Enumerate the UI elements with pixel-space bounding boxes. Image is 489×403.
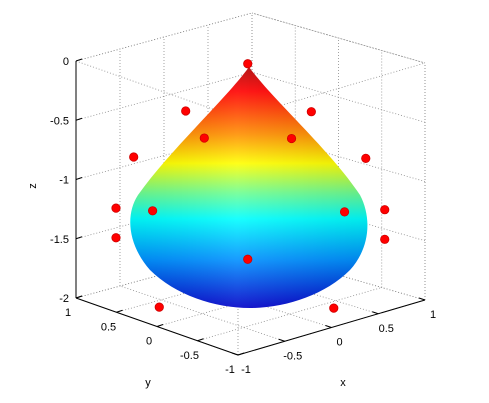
data-marker xyxy=(329,303,339,313)
z-tick-label: -2 xyxy=(59,293,69,305)
data-marker xyxy=(361,153,371,163)
data-marker xyxy=(380,205,390,215)
grid-line-floor-x xyxy=(119,285,285,342)
y-tick-label: -1 xyxy=(225,364,235,376)
y-tick-mark xyxy=(237,352,245,356)
grid-line-floor-y xyxy=(197,287,382,342)
y-axis-label: y xyxy=(145,377,151,389)
data-marker xyxy=(181,106,191,116)
z-tick-label: 0 xyxy=(63,56,69,68)
z-tick-mark xyxy=(75,117,83,121)
x-tick-label: 0.5 xyxy=(379,323,394,335)
data-marker xyxy=(111,233,121,243)
markers xyxy=(111,59,390,313)
data-marker xyxy=(111,203,121,213)
grid-line-box xyxy=(251,12,426,64)
axes-box xyxy=(75,58,426,356)
data-marker xyxy=(286,133,297,144)
z-tick-mark xyxy=(75,58,83,62)
y-tick-label: 0.5 xyxy=(101,321,116,333)
data-marker xyxy=(129,152,139,162)
data-marker xyxy=(199,133,209,143)
y-tick-mark xyxy=(197,338,204,342)
x-tick-mark xyxy=(325,325,332,328)
surface-shading xyxy=(130,67,368,308)
data-marker xyxy=(243,254,253,264)
x-axis-label: x xyxy=(340,377,346,389)
grid-line-back-z xyxy=(75,131,253,180)
x-tick-label: 0 xyxy=(336,337,342,349)
z-axis-label: z xyxy=(27,183,39,189)
grid-line-floor-y xyxy=(75,249,253,299)
data-marker xyxy=(380,234,390,244)
grid-line-floor-y xyxy=(116,262,296,313)
data-marker xyxy=(154,302,164,312)
grid-line-box xyxy=(75,12,253,62)
y-tick-label: 1 xyxy=(65,307,71,319)
y-tick-mark xyxy=(116,309,123,313)
data-marker xyxy=(339,207,350,217)
x-tick-mark xyxy=(231,352,239,356)
x-tick-mark xyxy=(418,297,426,301)
data-marker xyxy=(306,107,316,117)
grid-line-side-z xyxy=(251,71,426,123)
x-tick-mark xyxy=(372,311,379,315)
z-tick-label: -1.5 xyxy=(50,234,69,246)
grid-line-back-z xyxy=(75,71,253,121)
data-marker xyxy=(243,59,253,69)
tick-labels: 0 -0.5 -1 -1.5 -2 1 0.5 0 -0.5 -1 -1 -0.5 0 0.5 1 xyxy=(50,56,436,376)
surface xyxy=(130,67,368,308)
z-tick-mark xyxy=(75,177,83,180)
x-tick-label: -0.5 xyxy=(283,350,302,362)
x-tick-label: -1 xyxy=(241,364,251,376)
x-tick-label: 1 xyxy=(430,309,436,321)
y-tick-mark xyxy=(156,324,164,327)
grid-line-box xyxy=(237,62,426,119)
z-tick-label: -1 xyxy=(59,175,69,187)
x-tick-mark xyxy=(278,338,285,342)
z-tick-label: -0.5 xyxy=(50,115,69,127)
data-marker xyxy=(148,206,158,216)
y-tick-label: 0 xyxy=(146,336,152,348)
z-tick-mark xyxy=(75,236,83,240)
y-tick-mark xyxy=(75,295,83,299)
y-tick-label: -0.5 xyxy=(180,350,199,362)
grid-line-back-z xyxy=(75,190,253,240)
